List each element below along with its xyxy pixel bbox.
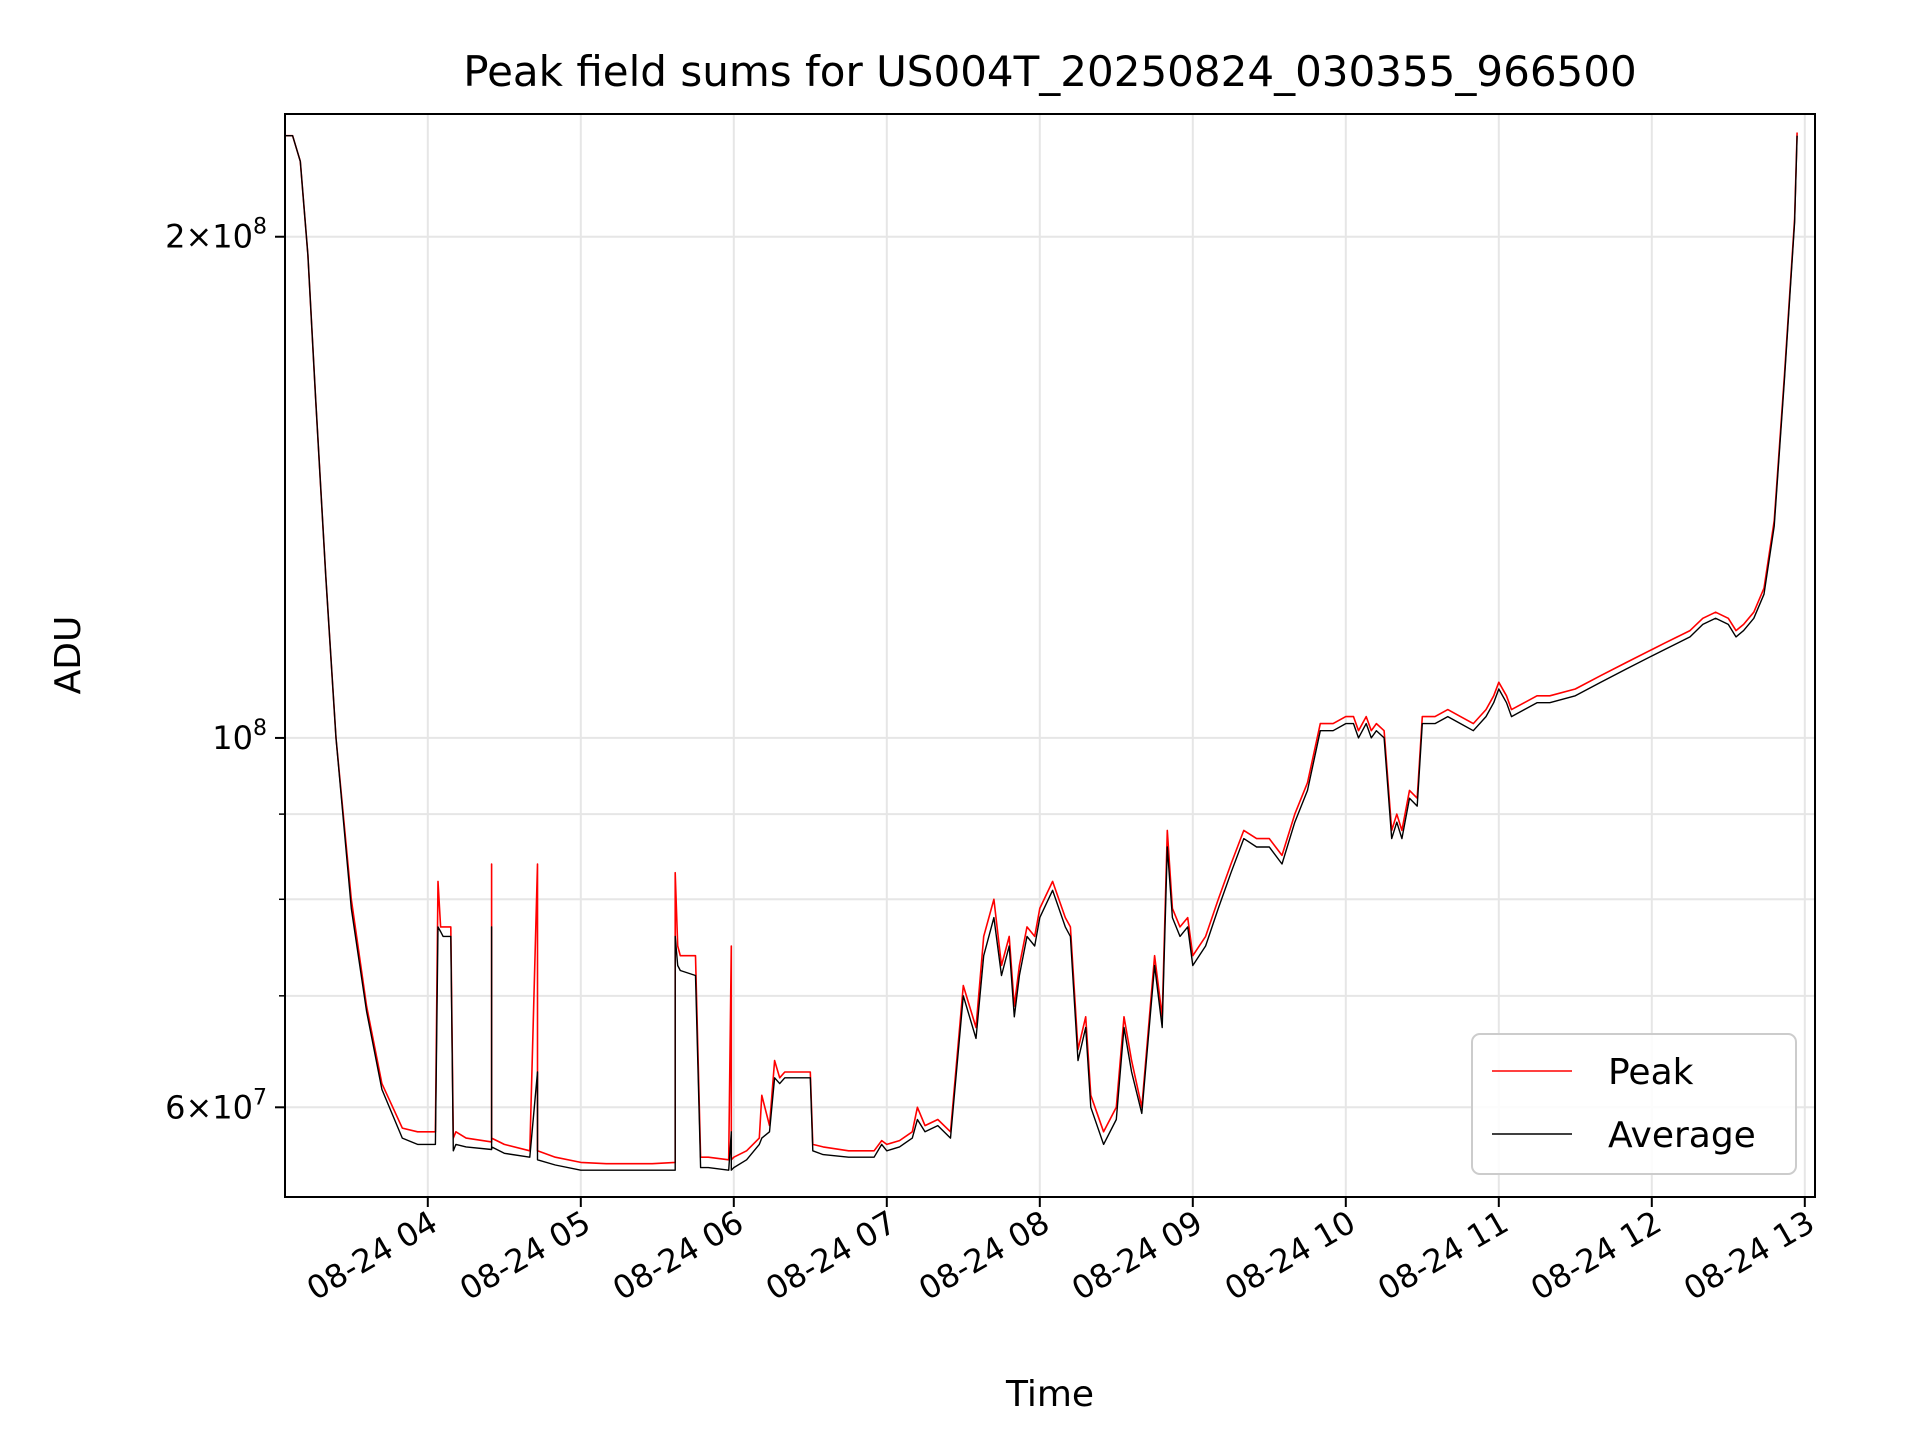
legend-box — [1471, 1033, 1797, 1175]
y-axis: 6×107 108 2×108 — [165, 215, 285, 1126]
y-tick-label: 2×108 — [165, 215, 267, 256]
series-line-average — [285, 135, 1798, 1171]
y-tick-label: 6×107 — [165, 1085, 267, 1126]
y-axis-label: ADU — [48, 616, 89, 695]
x-axis-label: Time — [1005, 1374, 1094, 1415]
y-tick-label: 108 — [212, 716, 267, 757]
legend-label-average: Average — [1608, 1115, 1756, 1156]
chart-title: Peak field sums for US004T_20250824_0303… — [463, 47, 1636, 96]
plot-frame — [284, 113, 1816, 1198]
series-line-peak — [285, 132, 1798, 1165]
legend-label-peak: Peak — [1608, 1052, 1694, 1093]
series-layer — [285, 132, 1798, 1171]
legend: Peak Average — [1471, 1033, 1797, 1175]
